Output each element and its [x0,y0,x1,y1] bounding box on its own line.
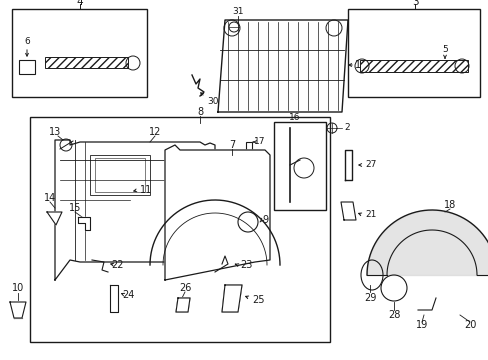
Text: 22: 22 [112,260,124,270]
Polygon shape [55,140,215,280]
Bar [45,57,128,68]
Bar [273,122,325,210]
Text: 3: 3 [411,0,417,7]
Text: 17: 17 [254,138,265,147]
Text: 31: 31 [232,8,243,17]
Text: 30: 30 [206,98,218,107]
Text: 15: 15 [69,203,81,213]
Text: 4: 4 [77,0,83,7]
Text: 18: 18 [443,200,455,210]
Text: 16: 16 [289,113,300,122]
Text: 29: 29 [363,293,375,303]
Text: 5: 5 [441,45,447,54]
Bar [347,9,479,97]
Text: 13: 13 [49,127,61,137]
Bar [90,155,150,195]
Polygon shape [345,150,351,180]
Text: 1: 1 [354,60,360,70]
Polygon shape [78,217,90,230]
Bar [95,158,145,192]
Polygon shape [164,145,269,280]
Text: 2: 2 [343,123,349,132]
Polygon shape [47,212,62,225]
Bar [245,142,251,164]
Text: 6: 6 [24,37,30,46]
Text: 12: 12 [148,127,161,137]
Bar [359,60,467,72]
Text: 21: 21 [364,211,376,220]
Polygon shape [176,298,190,312]
Polygon shape [10,302,26,318]
Text: 27: 27 [364,161,376,170]
Bar [19,60,35,74]
Text: 20: 20 [463,320,475,330]
Text: 11: 11 [140,185,152,195]
Text: 9: 9 [262,215,267,225]
Text: 26: 26 [179,283,191,293]
Polygon shape [222,285,242,312]
Text: 24: 24 [122,290,134,300]
Text: 28: 28 [387,310,399,320]
Text: 19: 19 [415,320,427,330]
Text: 10: 10 [12,283,24,293]
Bar [12,9,147,97]
Text: 25: 25 [251,295,264,305]
Polygon shape [110,285,118,312]
Text: 23: 23 [240,260,252,270]
Text: 14: 14 [44,193,56,203]
Text: 7: 7 [228,140,235,150]
Text: 8: 8 [197,107,203,117]
Bar [30,117,329,342]
Bar [225,155,238,165]
